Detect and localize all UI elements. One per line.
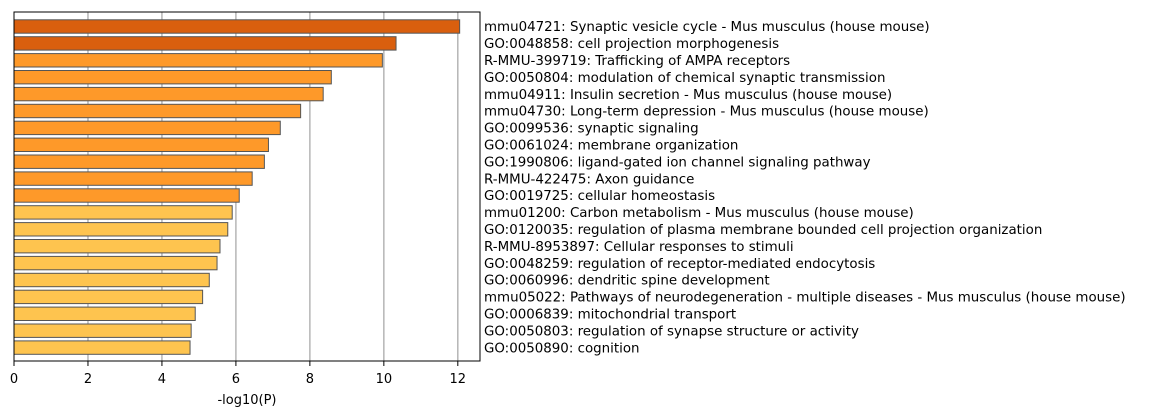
category-label: GO:1990806: ligand-gated ion channel sig…: [484, 155, 871, 170]
category-label: mmu04721: Synaptic vesicle cycle - Mus m…: [484, 20, 930, 35]
category-label: mmu04730: Long-term depression - Mus mus…: [484, 105, 929, 120]
bar: [13, 137, 269, 153]
category-label: R-MMU-399719: Trafficking of AMPA recept…: [484, 54, 790, 69]
category-label: GO:0048858: cell projection morphogenesi…: [484, 37, 779, 52]
bar: [13, 188, 240, 203]
category-label: GO:0006839: mitochondrial transport: [484, 308, 736, 323]
bar: [13, 323, 192, 338]
category-label: mmu01200: Carbon metabolism - Mus muscul…: [484, 206, 914, 221]
bar: [13, 103, 302, 119]
x-tick-label: 10: [376, 372, 393, 387]
plot-frame: [13, 11, 481, 362]
category-label: GO:0120035: regulation of plasma membran…: [484, 223, 1042, 238]
bar: [13, 306, 196, 322]
bar: [13, 272, 210, 288]
x-tick-label: 0: [10, 372, 18, 387]
category-label: GO:0060996: dendritic spine development: [484, 274, 770, 289]
x-tick-label: 8: [306, 372, 314, 387]
bar: [13, 289, 204, 305]
category-label: GO:0048259: regulation of receptor-media…: [484, 257, 875, 272]
bar: [13, 53, 383, 68]
x-tick-label: 4: [158, 372, 166, 387]
bar: [13, 171, 253, 186]
category-labels: mmu04721: Synaptic vesicle cycle - Mus m…: [484, 20, 1126, 356]
category-label: R-MMU-8953897: Cellular responses to sti…: [484, 240, 794, 255]
bar: [13, 70, 332, 85]
x-tick-label: 6: [232, 372, 240, 387]
bar: [13, 222, 229, 237]
category-label: GO:0050803: regulation of synapse struct…: [484, 324, 859, 339]
category-label: GO:0061024: membrane organization: [484, 139, 738, 154]
bar: [13, 205, 233, 220]
category-label: GO:0019725: cellular homeostasis: [484, 189, 715, 204]
category-label: GO:0050890: cognition: [484, 341, 640, 356]
bar: [13, 154, 265, 169]
category-label: GO:0050804: modulation of chemical synap…: [484, 71, 885, 86]
bar: [13, 239, 221, 254]
x-axis-title: -log10(P): [217, 393, 276, 408]
bar: [13, 36, 397, 51]
bar: [13, 340, 191, 355]
x-tick-label: 12: [450, 372, 467, 387]
bar: [13, 255, 218, 271]
bars: [13, 19, 461, 355]
x-tick-label: 2: [84, 372, 92, 387]
category-label: mmu04911: Insulin secretion - Mus muscul…: [484, 88, 892, 103]
category-label: mmu05022: Pathways of neurodegeneration …: [484, 291, 1126, 306]
x-axis-ticks: 0 2 4 6 8 10 12: [10, 361, 466, 387]
bar: [13, 120, 281, 136]
category-label: GO:0099536: synaptic signaling: [484, 122, 699, 137]
category-label: R-MMU-422475: Axon guidance: [484, 172, 694, 187]
bar: [13, 19, 461, 34]
bar: [13, 86, 324, 102]
